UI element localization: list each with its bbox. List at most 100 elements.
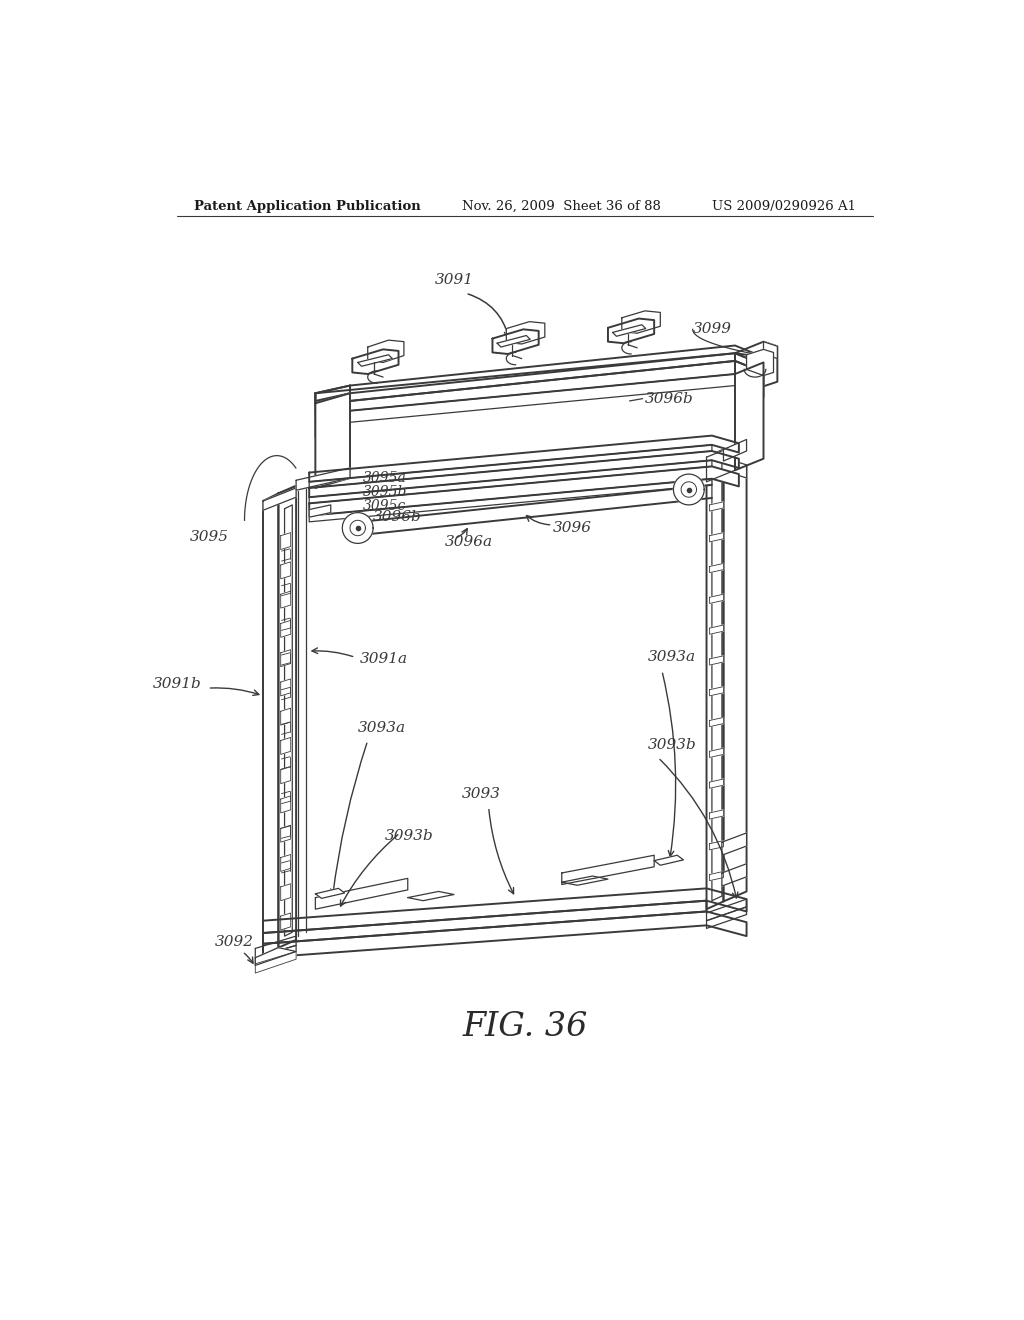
Polygon shape xyxy=(255,945,296,965)
Polygon shape xyxy=(710,871,724,880)
Polygon shape xyxy=(654,855,683,866)
Text: 3095: 3095 xyxy=(190,531,229,544)
Polygon shape xyxy=(281,562,291,579)
Text: 3093a: 3093a xyxy=(357,721,406,735)
Polygon shape xyxy=(281,678,291,696)
Text: 3095a: 3095a xyxy=(362,471,407,484)
Polygon shape xyxy=(722,457,746,478)
Polygon shape xyxy=(350,354,764,401)
Text: 3093b: 3093b xyxy=(648,738,696,752)
Text: 3091a: 3091a xyxy=(360,652,409,665)
Text: 3091b: 3091b xyxy=(153,677,202,692)
Polygon shape xyxy=(710,656,724,665)
Polygon shape xyxy=(263,888,746,933)
Polygon shape xyxy=(342,512,373,544)
Polygon shape xyxy=(710,564,724,573)
Polygon shape xyxy=(255,948,296,965)
Polygon shape xyxy=(315,374,764,425)
Polygon shape xyxy=(315,878,408,909)
Polygon shape xyxy=(710,502,724,511)
Polygon shape xyxy=(368,341,403,363)
Polygon shape xyxy=(296,469,350,490)
Polygon shape xyxy=(746,350,773,376)
Polygon shape xyxy=(315,385,350,437)
Polygon shape xyxy=(315,888,345,899)
Polygon shape xyxy=(309,506,331,517)
Polygon shape xyxy=(724,449,746,902)
Polygon shape xyxy=(710,748,724,758)
Text: 3095b: 3095b xyxy=(362,484,407,499)
Polygon shape xyxy=(497,335,530,347)
Polygon shape xyxy=(710,626,724,635)
Polygon shape xyxy=(309,436,739,482)
Polygon shape xyxy=(309,479,712,521)
Text: US 2009/0290926 A1: US 2009/0290926 A1 xyxy=(712,199,856,213)
Polygon shape xyxy=(281,825,291,842)
Polygon shape xyxy=(712,462,722,900)
Polygon shape xyxy=(315,393,350,488)
Polygon shape xyxy=(281,708,291,725)
Polygon shape xyxy=(722,833,746,855)
Polygon shape xyxy=(309,451,739,498)
Polygon shape xyxy=(408,891,454,900)
Polygon shape xyxy=(281,620,291,638)
Polygon shape xyxy=(352,350,398,374)
Polygon shape xyxy=(357,355,392,367)
Polygon shape xyxy=(710,594,724,603)
Polygon shape xyxy=(263,911,746,958)
Text: 3096a: 3096a xyxy=(444,535,493,549)
Polygon shape xyxy=(255,936,296,958)
Polygon shape xyxy=(263,488,296,511)
Polygon shape xyxy=(281,796,291,813)
Polygon shape xyxy=(724,440,746,461)
Polygon shape xyxy=(674,474,705,504)
Polygon shape xyxy=(710,533,724,543)
Polygon shape xyxy=(281,913,291,929)
Polygon shape xyxy=(281,854,291,871)
Text: Patent Application Publication: Patent Application Publication xyxy=(194,199,421,213)
Polygon shape xyxy=(608,318,654,343)
Text: 3093a: 3093a xyxy=(648,651,696,664)
Polygon shape xyxy=(350,346,764,401)
Polygon shape xyxy=(281,533,291,549)
Polygon shape xyxy=(707,446,735,482)
Polygon shape xyxy=(309,466,739,516)
Polygon shape xyxy=(707,907,746,928)
Polygon shape xyxy=(309,445,712,488)
Polygon shape xyxy=(622,312,660,333)
Polygon shape xyxy=(285,506,292,936)
Polygon shape xyxy=(506,322,545,345)
Text: 3096: 3096 xyxy=(553,521,592,535)
Text: 3093b: 3093b xyxy=(385,829,434,843)
Polygon shape xyxy=(263,494,279,956)
Polygon shape xyxy=(309,461,712,503)
Polygon shape xyxy=(722,863,746,886)
Polygon shape xyxy=(710,841,724,850)
Polygon shape xyxy=(710,779,724,788)
Polygon shape xyxy=(281,767,291,784)
Polygon shape xyxy=(764,342,777,359)
Polygon shape xyxy=(707,899,746,921)
Polygon shape xyxy=(263,900,707,944)
Polygon shape xyxy=(612,325,646,337)
Polygon shape xyxy=(707,449,724,909)
Polygon shape xyxy=(735,363,764,470)
Text: 3091: 3091 xyxy=(434,273,473,286)
Polygon shape xyxy=(735,342,777,387)
Polygon shape xyxy=(710,810,724,818)
Polygon shape xyxy=(281,591,291,609)
Polygon shape xyxy=(710,686,724,696)
Polygon shape xyxy=(315,385,350,401)
Text: 3099: 3099 xyxy=(692,322,732,337)
Polygon shape xyxy=(735,354,764,397)
Polygon shape xyxy=(348,521,360,536)
Polygon shape xyxy=(281,649,291,667)
Polygon shape xyxy=(281,738,291,755)
Polygon shape xyxy=(562,876,608,886)
Polygon shape xyxy=(710,718,724,726)
Polygon shape xyxy=(315,393,350,411)
Text: 3096b: 3096b xyxy=(373,511,422,524)
Polygon shape xyxy=(281,884,291,900)
Text: Nov. 26, 2009  Sheet 36 of 88: Nov. 26, 2009 Sheet 36 of 88 xyxy=(462,199,660,213)
Text: 3096b: 3096b xyxy=(645,392,693,405)
